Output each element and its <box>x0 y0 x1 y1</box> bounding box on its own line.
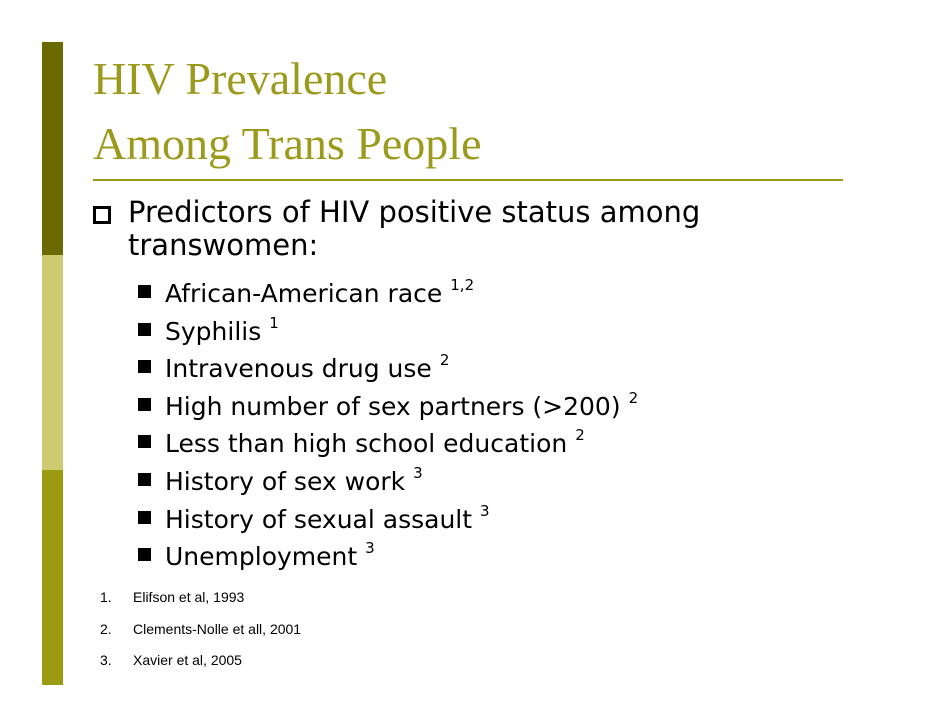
item-line: Intravenous drug use 2 <box>165 351 449 383</box>
item-text: African-American race <box>165 279 443 308</box>
item-citation: 3 <box>413 464 423 482</box>
bullet-square <box>138 473 151 486</box>
title-line: HIV Prevalence <box>93 53 388 104</box>
bullet-square <box>138 285 151 298</box>
item-line: African-American race 1,2 <box>165 276 474 308</box>
item-text: History of sexual assault <box>165 504 473 534</box>
item-citation: 2 <box>439 351 450 370</box>
item-text: Unemployment <box>165 542 358 572</box>
accent-bar <box>42 470 63 685</box>
item-line: History of sex work 3 <box>165 464 423 496</box>
bullet-square <box>138 548 151 562</box>
bullet-square <box>138 510 151 524</box>
item-citation: 3 <box>480 501 490 520</box>
bullet-square <box>138 322 151 336</box>
accent-bar <box>42 42 63 255</box>
accent-bar <box>42 255 63 470</box>
item-citation: 2 <box>628 388 639 407</box>
item-citation: 3 <box>365 539 375 558</box>
title-line: Among Trans People <box>93 118 482 169</box>
reference-text: Elifson et al, 1993 <box>133 589 245 605</box>
item-line: Less than high school education 2 <box>165 426 585 458</box>
reference-text: Xavier et al, 2005 <box>133 652 242 668</box>
reference-number: 2. <box>100 620 112 637</box>
item-citation: 1 <box>269 313 279 332</box>
title-rule <box>93 179 843 181</box>
item-text: History of sex work <box>165 467 406 496</box>
item-line: Syphilis 1 <box>165 314 279 346</box>
item-citation: 1,2 <box>450 276 475 294</box>
bullet-square <box>138 360 151 374</box>
item-text: Intravenous drug use <box>165 354 432 384</box>
bullet-square <box>138 397 151 411</box>
item-text: Less than high school education <box>165 429 568 459</box>
bullet-box <box>93 206 111 224</box>
reference-text: Clements-Nolle et all, 2001 <box>133 620 302 637</box>
bullet: Predictors of HIV positive status among … <box>93 196 813 262</box>
item-text: Syphilis <box>165 316 262 346</box>
reference-number: 1. <box>100 589 112 605</box>
bullet-text: Predictors of HIV positive status among … <box>128 195 701 262</box>
item-line: History of sexual assault 3 <box>165 502 490 534</box>
reference-number: 3. <box>100 652 112 668</box>
item-text: High number of sex partners (>200) <box>165 391 621 421</box>
item-line: Unemployment 3 <box>165 539 375 571</box>
item-citation: 2 <box>575 426 585 445</box>
bullet-square <box>138 435 151 449</box>
item-line: High number of sex partners (>200) 2 <box>165 389 638 421</box>
